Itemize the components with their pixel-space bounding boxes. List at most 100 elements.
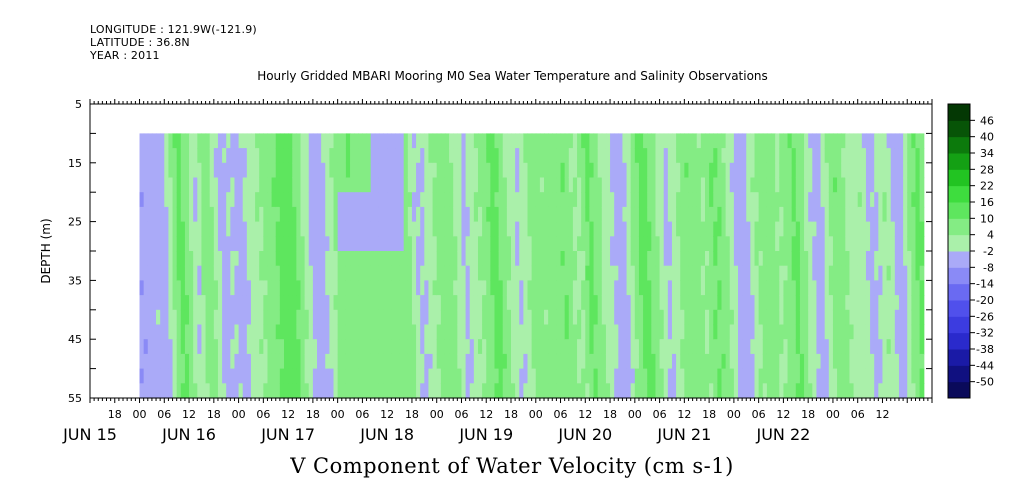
heatmap-cell [845,295,851,311]
heatmap-cell [845,265,851,281]
heatmap-cell [655,353,661,370]
heatmap-cell [663,280,669,296]
heatmap-cell [903,192,908,208]
heatmap-cell [407,206,413,223]
heatmap-cell [539,368,545,384]
heatmap-cell [597,206,603,223]
colorbar-tick-label: 46 [980,114,994,127]
heatmap-cell [725,236,731,252]
heatmap-cell [321,206,326,223]
heatmap-cell [548,133,553,149]
heatmap-cell [333,133,339,149]
heatmap-cell [717,162,723,179]
colorbar-tick-label: -14 [976,278,994,291]
heatmap-cell [548,162,553,179]
heatmap-cell [255,221,260,237]
heatmap-cell [411,265,417,281]
heatmap-cell [750,295,756,311]
heatmap-cell [168,295,174,311]
heatmap-cell [601,368,607,384]
heatmap-cell [717,353,723,370]
heatmap-cell [341,192,347,208]
heatmap-cell [539,177,545,193]
heatmap-cell [523,353,529,370]
heatmap-cell [878,236,884,252]
heatmap-cell [387,265,392,281]
heatmap-cell [226,368,231,384]
heatmap-cell [539,133,545,149]
heatmap-cell [151,383,157,399]
heatmap-cell [535,368,541,384]
heatmap-cell [709,177,714,193]
heatmap-cell [172,192,178,208]
heatmap-cell [399,265,405,281]
heatmap-cell [907,133,912,149]
heatmap-cell [180,251,186,267]
heatmap-cell [713,309,718,326]
heatmap-cell [279,148,285,164]
heatmap-cell [259,295,264,311]
heatmap-cell [750,280,756,296]
heatmap-cell [828,383,834,399]
heatmap-cell [544,265,549,281]
heatmap-cell [350,148,355,164]
heatmap-cell [663,206,669,223]
heatmap-cell [539,280,545,296]
heatmap-cell [680,295,685,311]
heatmap-cell [370,177,376,193]
heatmap-cell [861,280,867,296]
heatmap-cell [861,383,867,399]
heatmap-cell [486,265,491,281]
heatmap-cell [804,148,809,164]
heatmap-cell [300,339,306,355]
heatmap-cell [894,339,900,355]
heatmap-cell [878,162,884,179]
heatmap-cell [407,280,413,296]
heatmap-cell [527,280,533,296]
heatmap-cell [486,177,491,193]
heatmap-cell [217,368,223,384]
heatmap-cell [886,309,892,326]
heatmap-cell [449,162,454,179]
heatmap-cell [350,309,355,326]
heatmap-cell [791,295,797,311]
heatmap-cell [638,148,644,164]
heatmap-cell [515,236,520,252]
heatmap-cell [420,148,425,164]
heatmap-cell [407,177,413,193]
heatmap-cell [477,368,483,384]
heatmap-cell [449,221,454,237]
heatmap-cell [560,221,566,237]
heatmap-cell [870,324,875,340]
heatmap-cell [502,324,508,340]
heatmap-cell [552,339,557,355]
heatmap-cell [255,368,260,384]
heatmap-cell [783,265,789,281]
heatmap-cell [560,339,566,355]
heatmap-cell [766,295,772,311]
heatmap-cell [696,177,702,193]
heatmap-cell [160,236,165,252]
heatmap-cell [766,368,772,384]
heatmap-cell [659,133,665,149]
heatmap-cell [230,236,236,252]
heatmap-cell [395,324,401,340]
heatmap-cell [494,251,500,267]
heatmap-cell [197,192,203,208]
heatmap-cell [857,251,863,267]
heatmap-cell [746,133,751,149]
heatmap-cell [552,295,557,311]
heatmap-cell [676,353,681,370]
heatmap-cell [527,221,533,237]
heatmap-cell [374,177,380,193]
heatmap-cell [366,339,372,355]
heatmap-cell [465,265,471,281]
heatmap-cell [663,251,669,267]
heatmap-cell [849,265,855,281]
heatmap-cell [279,265,285,281]
heatmap-cell [416,133,421,149]
heatmap-cell [878,383,884,399]
heatmap-cell [354,133,359,149]
heatmap-cell [156,383,161,399]
heatmap-cell [395,133,401,149]
